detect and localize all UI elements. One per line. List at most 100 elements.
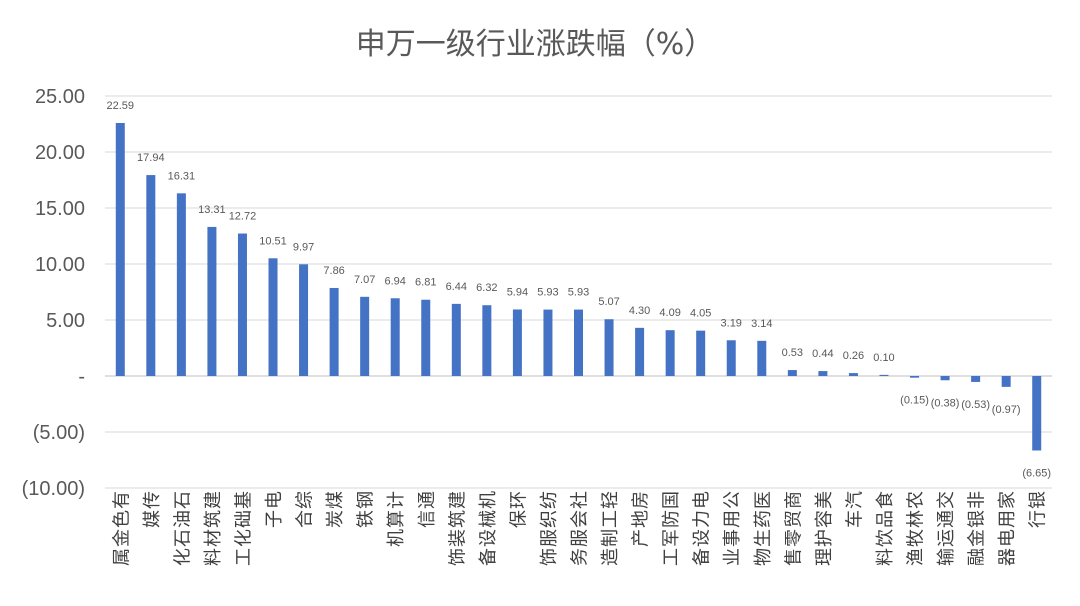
x-tick-char: 基 (233, 491, 254, 509)
data-label: 5.07 (598, 296, 619, 308)
x-tick-char: 建 (203, 491, 224, 509)
x-tick-label: 房地产 (631, 491, 652, 547)
x-tick-char: 炭 (325, 510, 346, 528)
x-tick-char: 商 (783, 491, 804, 509)
x-tick-char: 器 (997, 548, 1018, 566)
bar (757, 340, 767, 376)
x-tick-char: 化 (172, 548, 193, 566)
x-tick-char: 算 (386, 510, 407, 528)
bars (115, 122, 1042, 451)
bar (971, 376, 981, 382)
y-tick-label: 25.00 (35, 86, 85, 108)
x-tick-char: 会 (570, 510, 591, 528)
x-tick-label: 汽车 (844, 491, 865, 528)
data-label: 5.93 (568, 287, 589, 299)
x-tick-char: 建 (447, 491, 468, 509)
bar (910, 376, 920, 378)
x-tick-char: 用 (722, 510, 743, 528)
x-tick-char: 售 (783, 548, 804, 566)
x-tick-char: 美 (814, 491, 835, 509)
x-tick-char: 房 (631, 491, 652, 509)
x-tick-char: 电 (692, 491, 713, 509)
x-tick-char: 料 (203, 548, 224, 566)
x-tick-label: 煤炭 (325, 491, 346, 528)
data-label: 6.81 (415, 277, 436, 289)
data-label: 0.53 (782, 347, 803, 359)
x-tick-label: 综合 (295, 491, 316, 528)
bar (146, 175, 156, 376)
y-tick-label: - (78, 366, 85, 388)
x-tick-char: 国 (661, 491, 682, 509)
bar (1001, 376, 1011, 387)
x-tick-char: 生 (753, 529, 774, 547)
x-tick-char: 运 (936, 529, 957, 547)
x-tick-char: 钢 (356, 491, 377, 509)
x-tick-char: 材 (203, 529, 224, 547)
x-tick-char: 服 (539, 529, 560, 547)
data-label: 3.14 (751, 318, 772, 330)
x-tick-char: 工 (233, 548, 254, 566)
chart-title: 申万一级行业涨跌幅（%） (356, 27, 715, 62)
x-tick-char: 筑 (203, 510, 224, 528)
bar (879, 374, 889, 376)
x-tick-char: 业 (722, 548, 743, 566)
x-tick-char: 融 (967, 548, 988, 566)
bar (635, 327, 645, 376)
x-tick-label: 通信 (417, 491, 438, 528)
x-tick-char: 信 (417, 510, 438, 528)
bar (237, 233, 247, 376)
data-label: (0.15) (900, 395, 929, 407)
y-tick-label: 20.00 (35, 142, 85, 164)
x-tick-char: 物 (753, 548, 774, 566)
data-label: 4.09 (659, 307, 680, 319)
bar (543, 309, 553, 376)
y-axis-ticks: 25.00 20.00 15.00 10.00 5.00 - (5.00) (10.00) (22, 86, 85, 500)
x-tick-char: 保 (508, 510, 529, 528)
x-tick-char: 筑 (447, 510, 468, 528)
x-tick-char: 合 (295, 510, 316, 528)
x-tick-char: 军 (661, 529, 682, 547)
x-tick-char: 设 (478, 529, 499, 547)
x-tick-char: 银 (1028, 491, 1049, 509)
data-label: 5.94 (507, 286, 528, 298)
bar (940, 376, 950, 381)
x-tick-char: 容 (814, 510, 835, 528)
x-tick-char: 料 (875, 548, 896, 566)
x-tick-char: 地 (631, 510, 652, 528)
x-tick-char: 金 (111, 529, 132, 547)
x-tick-char: 林 (906, 510, 927, 528)
x-tick-char: 属 (111, 548, 132, 566)
x-tick-char: 防 (661, 510, 682, 528)
data-label: 12.72 (229, 211, 257, 223)
data-label: 10.51 (259, 235, 287, 247)
x-tick-char: 汽 (844, 491, 865, 509)
x-tick-char: 服 (570, 529, 591, 547)
x-tick-label: 传媒 (142, 491, 163, 528)
bar (299, 264, 309, 376)
x-tick-char: 备 (692, 548, 713, 566)
x-tick-char: 制 (600, 529, 621, 547)
x-tick-char: 环 (508, 491, 529, 509)
data-label: 16.31 (168, 170, 196, 182)
x-tick-char: 车 (844, 510, 865, 528)
x-tick-label: 环保 (508, 491, 529, 528)
x-tick-label: 银行 (1028, 491, 1049, 528)
x-tick-char: 工 (661, 548, 682, 566)
bar (176, 193, 186, 376)
x-tick-char: 综 (295, 491, 316, 509)
